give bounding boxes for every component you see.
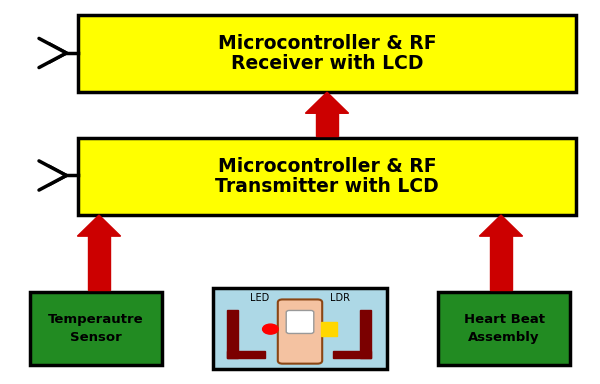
Bar xyxy=(360,310,371,358)
FancyBboxPatch shape xyxy=(78,138,576,215)
FancyBboxPatch shape xyxy=(286,311,314,333)
Text: Temperautre: Temperautre xyxy=(48,313,144,326)
Bar xyxy=(88,236,110,290)
Text: Microcontroller & RF: Microcontroller & RF xyxy=(218,157,436,176)
FancyBboxPatch shape xyxy=(213,288,387,369)
FancyBboxPatch shape xyxy=(278,300,322,364)
Polygon shape xyxy=(479,215,523,236)
Polygon shape xyxy=(305,92,349,113)
Polygon shape xyxy=(77,215,121,236)
Bar xyxy=(333,351,371,358)
Text: Heart Beat: Heart Beat xyxy=(464,313,545,326)
Bar xyxy=(227,351,265,358)
Text: Receiver with LCD: Receiver with LCD xyxy=(231,54,423,73)
Bar xyxy=(321,322,337,336)
FancyBboxPatch shape xyxy=(78,15,576,92)
Bar xyxy=(227,310,238,358)
FancyBboxPatch shape xyxy=(30,292,162,365)
Text: LED: LED xyxy=(250,293,269,303)
Circle shape xyxy=(263,324,278,334)
Text: Sensor: Sensor xyxy=(70,331,122,344)
Bar xyxy=(490,236,512,290)
FancyBboxPatch shape xyxy=(438,292,570,365)
Text: Assembly: Assembly xyxy=(468,331,540,344)
Text: Microcontroller & RF: Microcontroller & RF xyxy=(218,34,436,53)
Text: Transmitter with LCD: Transmitter with LCD xyxy=(215,177,439,196)
Bar xyxy=(316,113,338,136)
Text: LDR: LDR xyxy=(330,293,350,303)
